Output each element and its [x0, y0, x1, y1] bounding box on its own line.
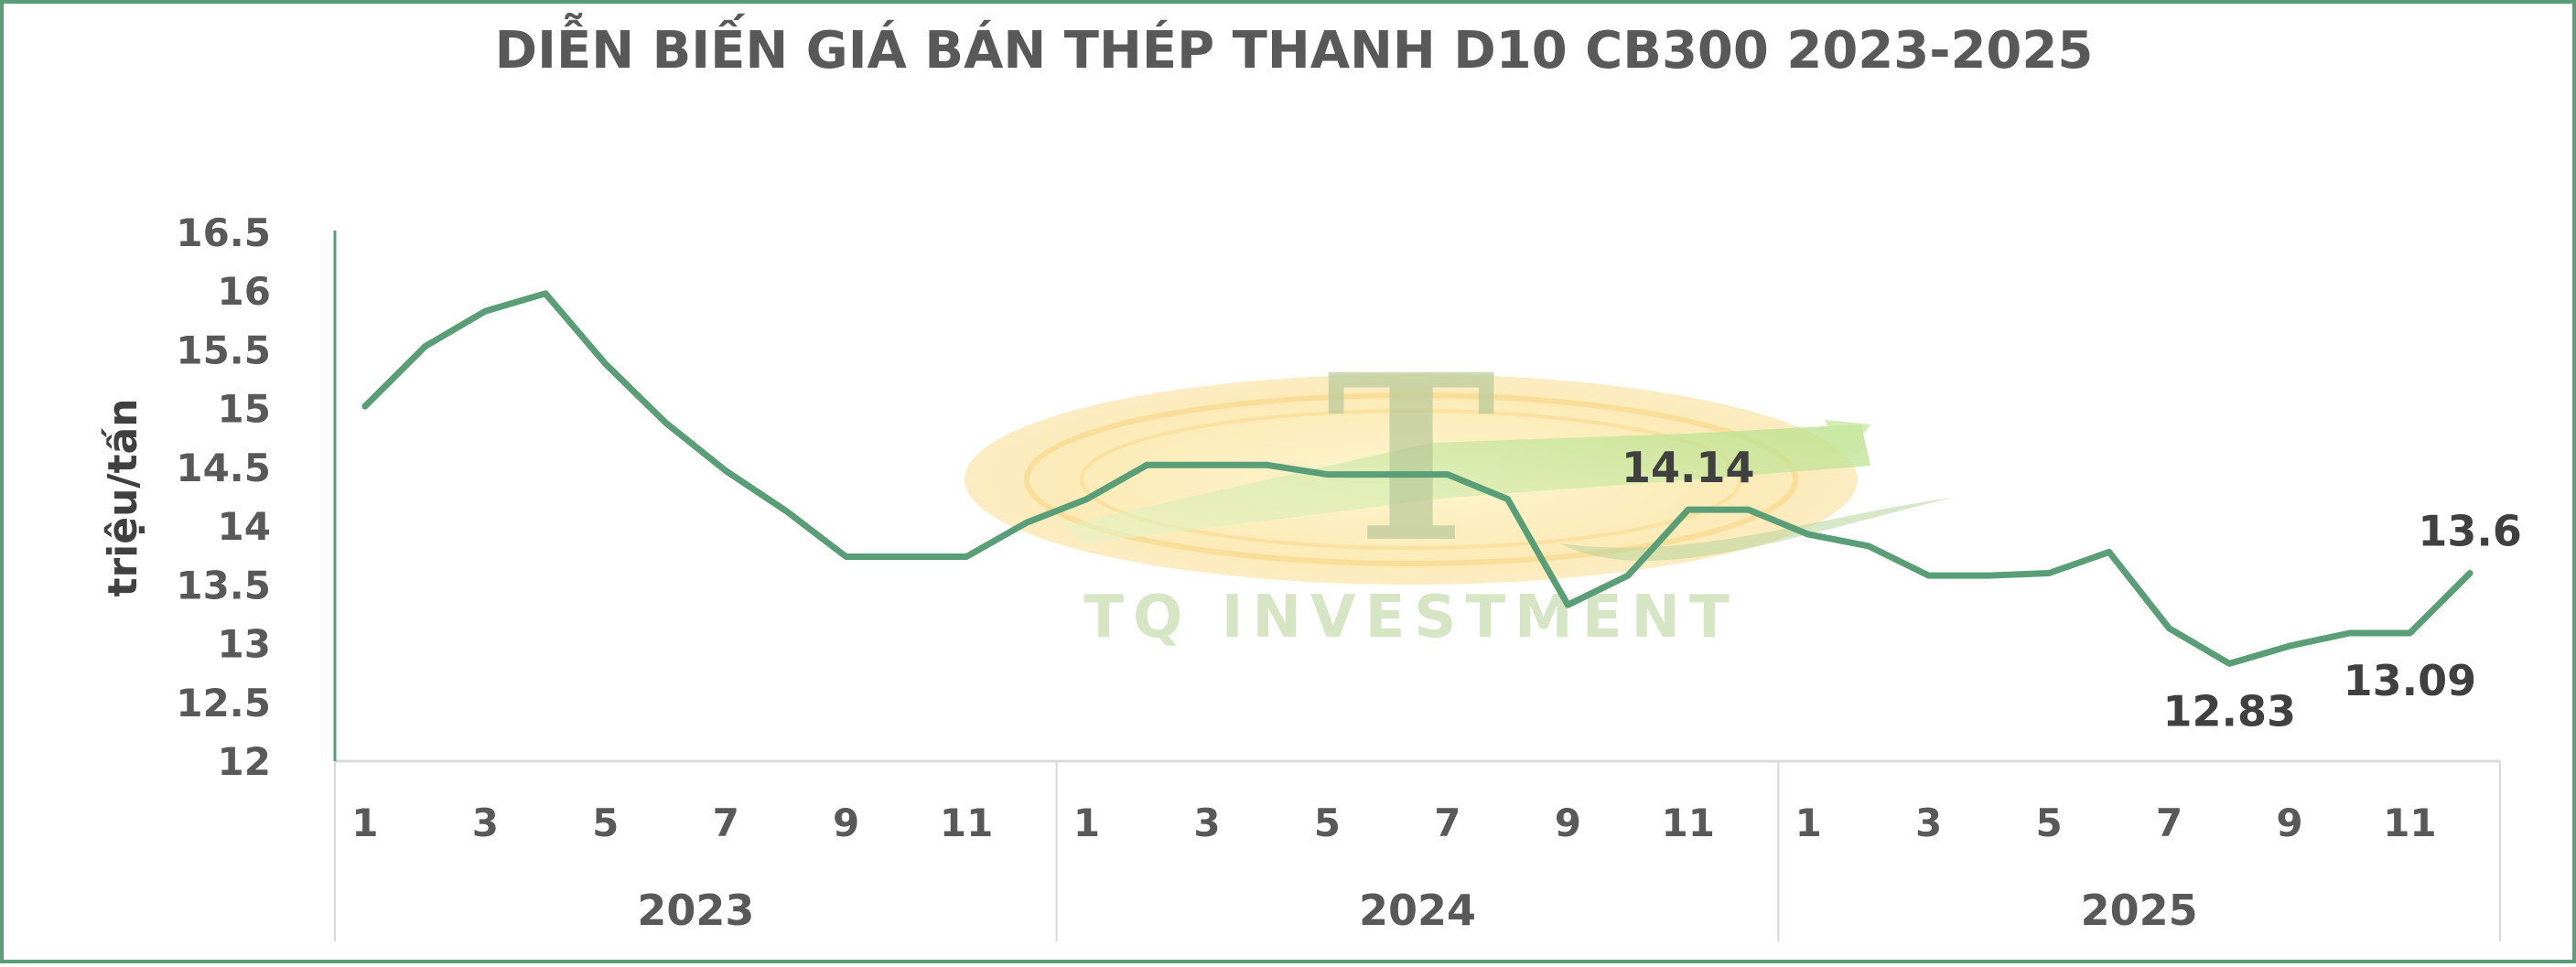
x-tick-label: 5: [592, 800, 619, 845]
y-tick-label: 13: [218, 622, 271, 667]
y-tick-label: 12.5: [176, 681, 271, 725]
x-tick-label: 7: [713, 800, 739, 845]
y-tick-label: 12: [218, 739, 271, 784]
x-tick-label: 7: [2156, 800, 2183, 845]
y-tick-label: 15.5: [176, 328, 271, 372]
x-tick-label: 3: [1193, 800, 1220, 845]
x-tick-label: 11: [2383, 800, 2436, 845]
x-tick-label: 5: [2035, 800, 2062, 845]
chart-axes: [333, 231, 2501, 941]
data-label: 13.09: [2344, 656, 2477, 705]
y-axis-ticks: 12 12.5 13 13.5 14 14.5 15 15.5 16 16.5: [176, 210, 271, 784]
x-tick-label: 9: [833, 800, 859, 845]
watermark-text: TQ INVESTMENT: [1083, 584, 1738, 651]
series-line: [361, 290, 2474, 667]
data-label: 14.14: [1622, 443, 1755, 492]
x-axis-ticks: 1 3 5 7 9 11 1 3 5 7 9 11 1 3 5 7 9 11: [351, 800, 2436, 845]
x-tick-label: 1: [1073, 800, 1100, 845]
x-tick-label: 3: [1915, 800, 1942, 845]
data-labels: 14.14 12.83 13.09 13.6: [1622, 443, 2522, 736]
x-tick-label: 1: [1795, 800, 1822, 845]
x-tick-label: 1: [351, 800, 378, 845]
x-tick-label: 7: [1434, 800, 1460, 845]
x-tick-label: 9: [2276, 800, 2302, 845]
y-tick-label: 14: [218, 504, 271, 549]
watermark-letter: T: [1326, 324, 1496, 593]
x-tick-label: 11: [940, 800, 993, 845]
y-tick-label: 16: [218, 269, 271, 314]
x-group-label: 2023: [637, 886, 754, 935]
chart-title: DIỄN BIẾN GIÁ BÁN THÉP THANH D10 CB300 2…: [495, 14, 2094, 81]
x-tick-label: 9: [1555, 800, 1581, 845]
x-axis-groups: 2023 2024 2025: [637, 886, 2197, 935]
y-tick-label: 15: [218, 387, 271, 432]
x-tick-label: 5: [1314, 800, 1341, 845]
y-axis-label: triệu/tấn: [100, 398, 146, 596]
y-tick-label: 13.5: [176, 563, 271, 607]
x-group-label: 2024: [1359, 886, 1476, 935]
series-group: [361, 290, 2474, 667]
data-label: 13.6: [2418, 506, 2522, 555]
x-tick-label: 3: [472, 800, 499, 845]
y-tick-label: 14.5: [176, 446, 271, 490]
line-chart: T TQ INVESTMENT DIỄN BIẾN GIÁ BÁN THÉP T…: [100, 14, 2522, 941]
x-tick-label: 11: [1662, 800, 1715, 845]
x-group-label: 2025: [2081, 886, 2198, 935]
data-label: 12.83: [2162, 686, 2296, 736]
y-tick-label: 16.5: [176, 210, 271, 255]
